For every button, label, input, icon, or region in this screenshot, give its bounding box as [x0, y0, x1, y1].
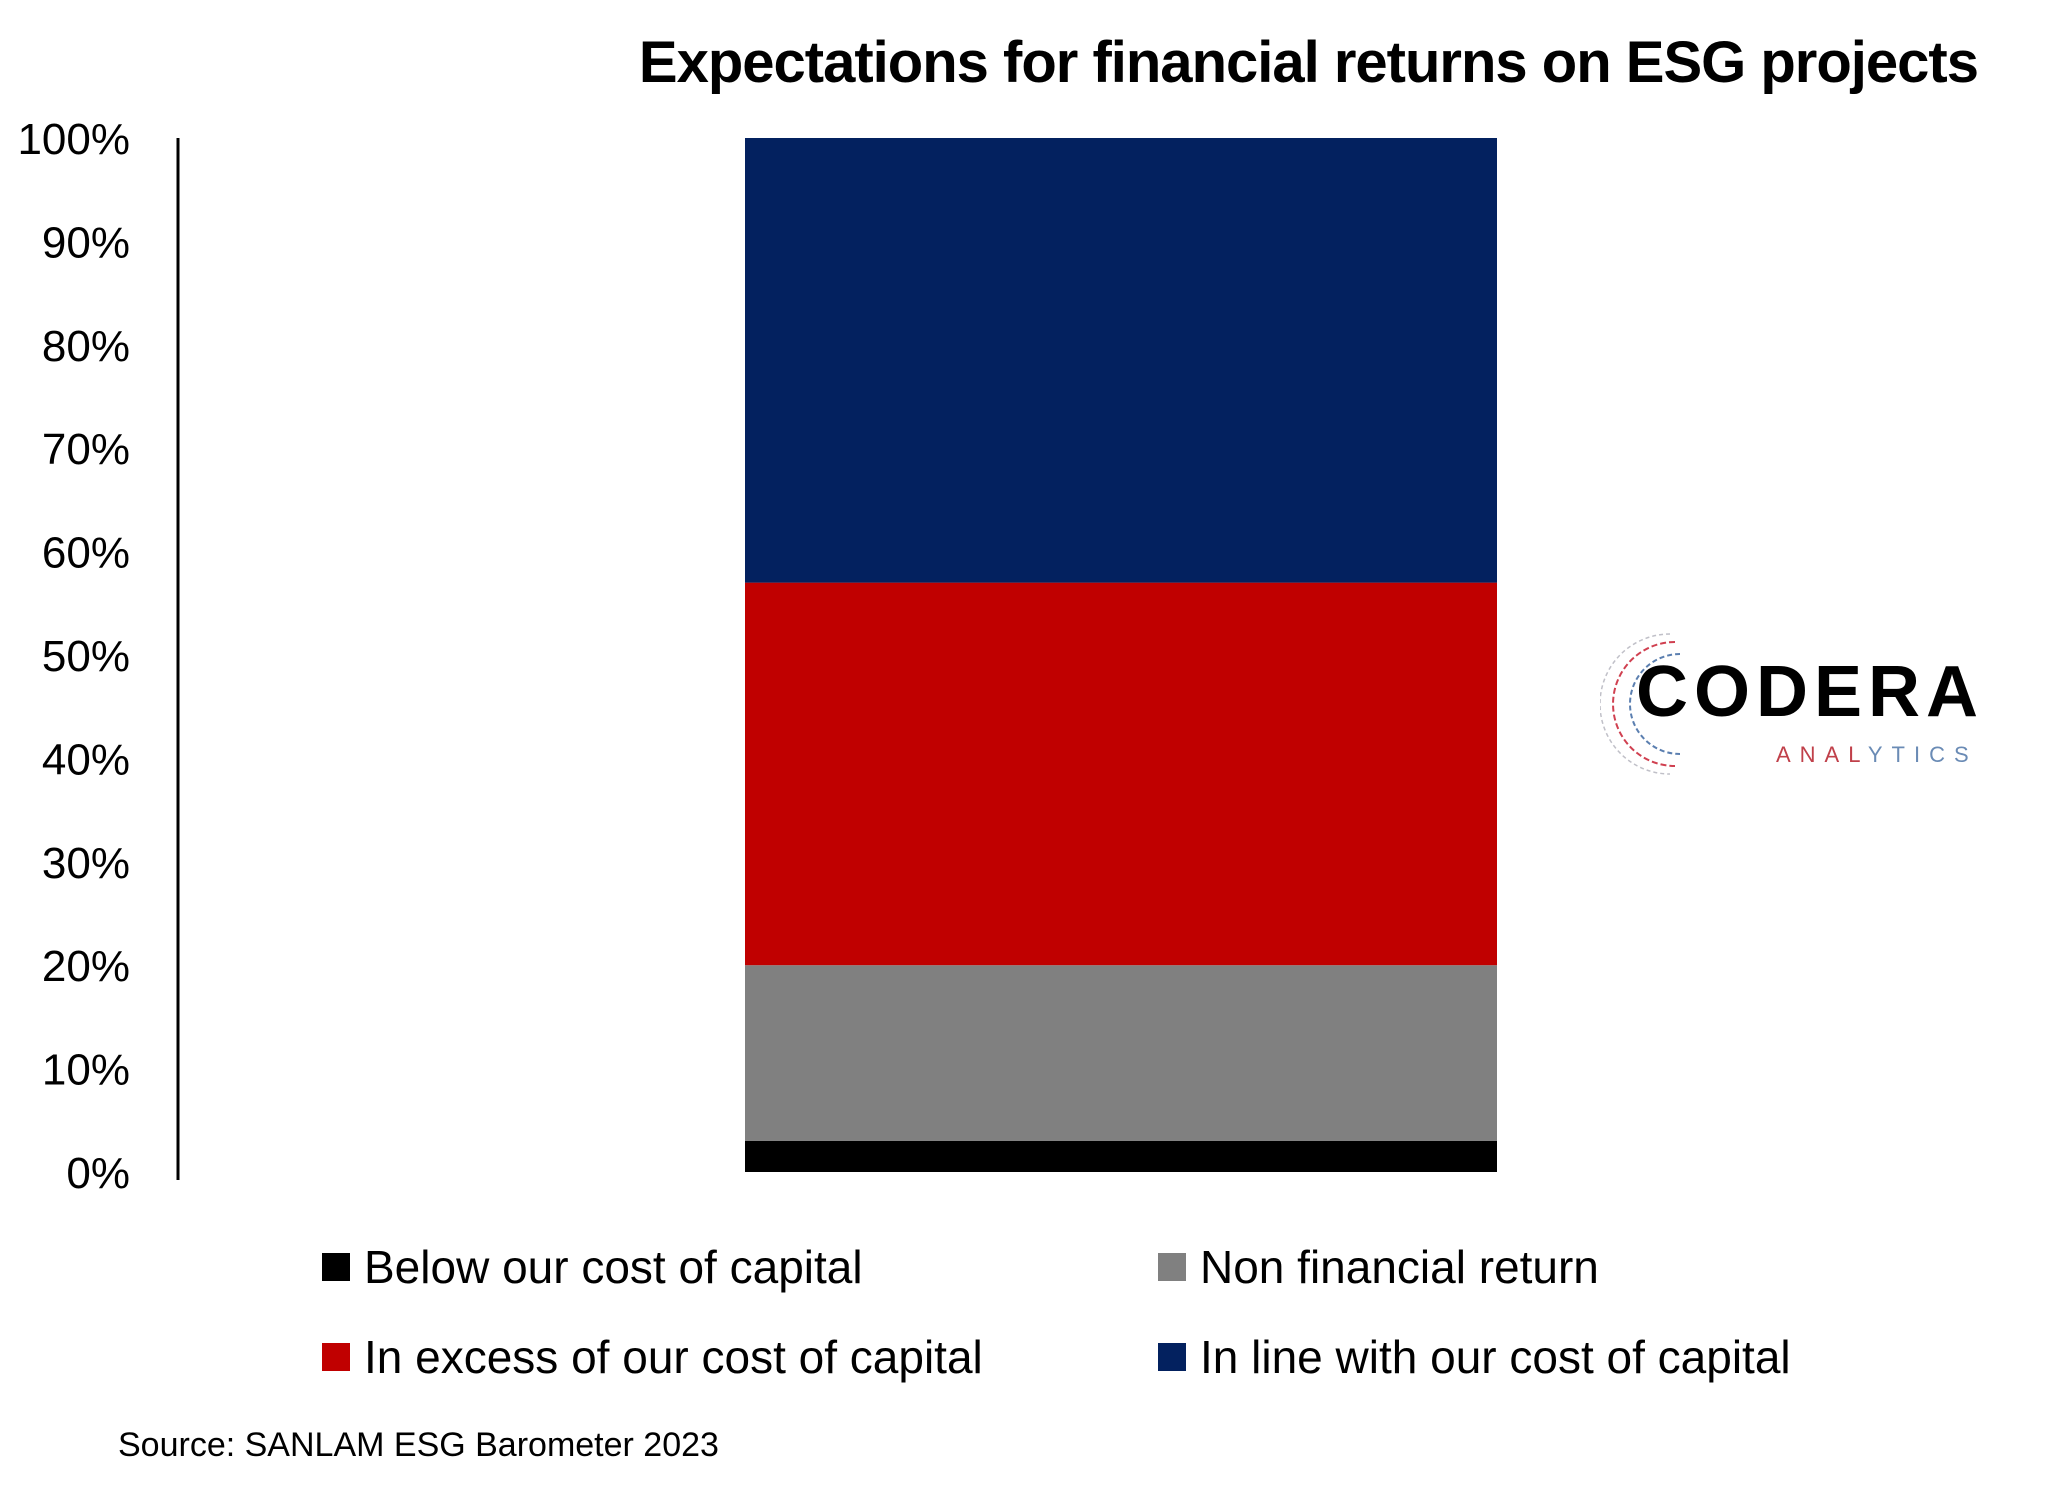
legend-swatch	[322, 1253, 350, 1281]
legend-label: In excess of our cost of capital	[364, 1331, 983, 1383]
legend-label: Non financial return	[1200, 1241, 1599, 1293]
legend-label: In line with our cost of capital	[1200, 1331, 1791, 1383]
legend-swatch	[1158, 1343, 1186, 1371]
legend-item-excess: In excess of our cost of capital	[322, 1330, 983, 1384]
bar-segment-in-excess-of-our-cost-of-capital	[745, 582, 1497, 966]
y-tick-label: 50%	[42, 632, 130, 681]
codera-logo: CODERA ANALYTICS	[1600, 630, 2000, 790]
y-tick-label: 30%	[42, 839, 130, 888]
legend-item-below: Below our cost of capital	[322, 1240, 863, 1294]
legend-item-non-financial: Non financial return	[1158, 1240, 1599, 1294]
y-tick-label: 10%	[42, 1046, 130, 1095]
y-tick-label: 70%	[42, 425, 130, 474]
y-tick-label: 60%	[42, 529, 130, 578]
logo-circuit-icon	[1600, 633, 1681, 775]
chart-title: Expectations for financial returns on ES…	[638, 30, 1979, 95]
y-tick-label: 0%	[66, 1149, 130, 1198]
legend-swatch	[322, 1343, 350, 1371]
bar-segment-non-financial-return	[745, 965, 1497, 1141]
legend-label: Below our cost of capital	[364, 1241, 863, 1293]
y-tick-label: 100%	[17, 115, 130, 164]
bar-segment-below-our-cost-of-capital	[745, 1140, 1497, 1172]
legend-item-in-line: In line with our cost of capital	[1158, 1330, 1791, 1384]
y-tick-label: 90%	[42, 218, 130, 267]
bar-segment-in-line-with-our-cost-of-capital	[745, 138, 1497, 583]
source-note: Source: SANLAM ESG Barometer 2023	[118, 1426, 719, 1464]
logo-subtext: ANALYTICS	[1776, 742, 1978, 767]
y-tick-label: 20%	[42, 942, 130, 991]
logo-text: CODERA	[1636, 652, 1985, 732]
y-tick-label: 80%	[42, 322, 130, 371]
legend-swatch	[1158, 1253, 1186, 1281]
y-tick-label: 40%	[42, 735, 130, 784]
